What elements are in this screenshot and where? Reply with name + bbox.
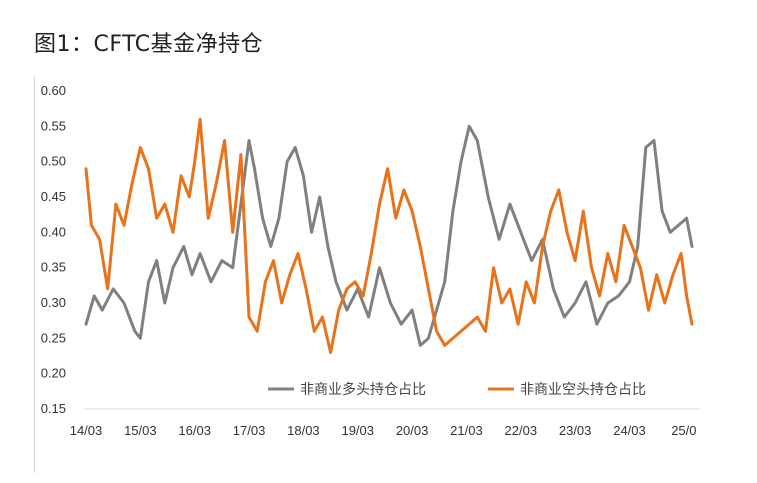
y-tick-label: 0.45 — [41, 189, 66, 204]
y-tick-label: 0.20 — [41, 366, 66, 381]
x-tick-label: 22/03 — [505, 423, 538, 438]
x-tick-label: 16/03 — [178, 423, 211, 438]
left-border-line — [34, 76, 35, 473]
x-tick-label: 14/03 — [70, 423, 103, 438]
y-tick-label: 0.55 — [41, 118, 66, 133]
x-tick-label: 17/03 — [233, 423, 266, 438]
y-tick-label: 0.60 — [41, 83, 66, 98]
legend: 非商业多头持仓占比 非商业空头持仓占比 — [268, 381, 646, 398]
x-tick-label: 21/03 — [450, 423, 483, 438]
x-tick-label: 19/03 — [341, 423, 374, 438]
y-tick-label: 0.25 — [41, 330, 66, 345]
x-tick-label: 23/03 — [559, 423, 592, 438]
legend-label: 非商业空头持仓占比 — [520, 382, 646, 398]
series-line-2 — [84, 117, 694, 354]
x-tick-label: 24/03 — [613, 423, 646, 438]
legend-label: 非商业多头持仓占比 — [300, 381, 426, 398]
series-line-1 — [84, 124, 694, 347]
x-tick-label: 20/03 — [396, 423, 429, 438]
y-tick-label: 0.40 — [41, 224, 66, 239]
figure-title: 图1：CFTC基金净持仓 — [34, 32, 264, 57]
y-tick-label: 0.50 — [41, 154, 66, 169]
y-tick-label: 0.15 — [41, 401, 66, 416]
series-layer — [84, 117, 694, 354]
y-axis-ticks: 0.60 0.55 0.50 0.45 0.40 0.35 0.30 0.25 0.20 0.15 — [41, 83, 66, 416]
x-tick-label: 25/0 — [671, 423, 696, 438]
x-axis-ticks: 14/03 15/03 16/03 17/03 18/03 19/03 20/03 21/03… — [70, 423, 697, 438]
y-tick-label: 0.35 — [41, 260, 66, 275]
y-tick-label: 0.30 — [41, 295, 66, 310]
x-tick-label: 15/03 — [124, 423, 157, 438]
x-tick-label: 18/03 — [287, 423, 320, 438]
